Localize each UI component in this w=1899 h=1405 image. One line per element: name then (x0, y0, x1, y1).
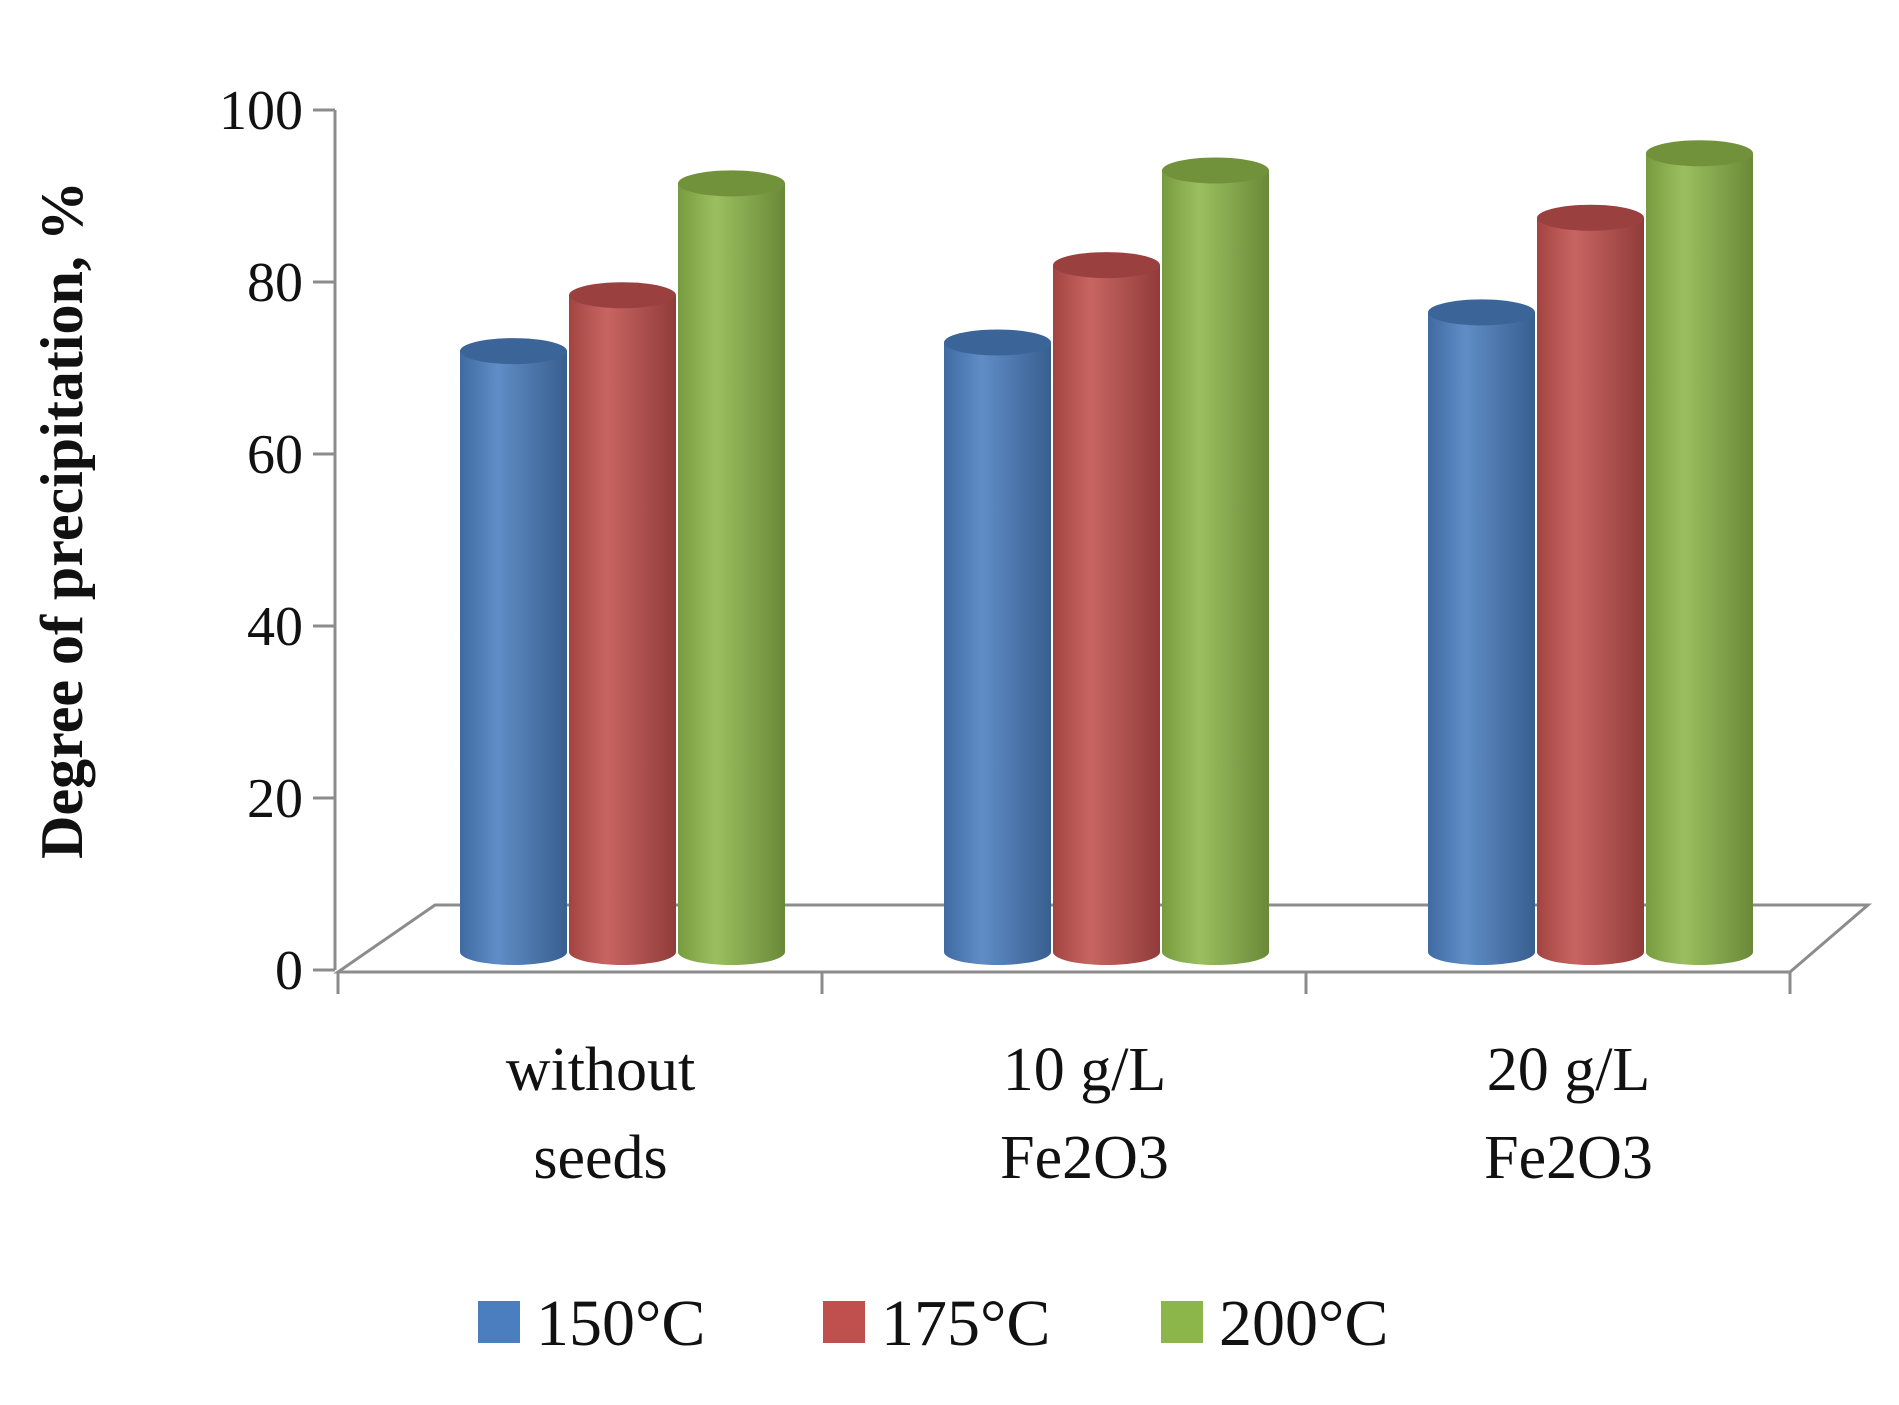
x-category-label: 10 g/L Fe2O3 (1000, 1036, 1169, 1192)
bar (678, 170, 785, 966)
bar-body (1537, 217, 1644, 966)
y-tick-label: 100 (219, 80, 303, 142)
bar (1053, 252, 1160, 966)
bar-cap (1537, 204, 1644, 231)
bar-cap (1162, 157, 1269, 184)
x-category-label: 20 g/L Fe2O3 (1484, 1036, 1653, 1192)
bar (569, 282, 676, 966)
legend: 150°C 175°C 200°C (478, 1287, 1388, 1360)
bar (1646, 140, 1753, 966)
legend-label: 175°C (881, 1287, 1050, 1360)
bar (1428, 299, 1535, 966)
bar-cap (944, 329, 1051, 356)
bar-body (1053, 265, 1160, 966)
bar-body (1646, 153, 1753, 966)
x-category-label: without seeds (506, 1036, 695, 1192)
bar-cap (678, 170, 785, 197)
legend-swatch (478, 1301, 520, 1343)
bar-cap (1428, 299, 1535, 326)
y-tick-label: 20 (247, 768, 303, 830)
bar-body (944, 342, 1051, 966)
bar-cap (1646, 140, 1753, 167)
x-axis (336, 970, 1792, 994)
y-axis-label: Degree of precipitation, % (29, 181, 95, 859)
bar (460, 338, 567, 966)
legend-swatch (1161, 1301, 1203, 1343)
bar (944, 329, 1051, 966)
legend-swatch (823, 1301, 865, 1343)
category-labels: without seeds 10 g/L Fe2O3 20 g/L Fe2O3 (506, 1036, 1653, 1192)
bar-body (678, 183, 785, 966)
bar-body (1162, 170, 1269, 966)
legend-label: 200°C (1219, 1287, 1388, 1360)
bar-cap (569, 282, 676, 309)
y-tick-label: 0 (275, 940, 303, 1002)
y-tick-label: 40 (247, 596, 303, 658)
bar-cap (460, 338, 567, 365)
bar-body (460, 351, 567, 966)
bar (1537, 204, 1644, 966)
y-tick-label: 60 (247, 424, 303, 486)
bars (460, 140, 1753, 966)
bar-cap (1053, 252, 1160, 279)
y-tick-label: 80 (247, 252, 303, 314)
bar (1162, 157, 1269, 966)
legend-label: 150°C (536, 1287, 705, 1360)
bar-body (1428, 312, 1535, 966)
bar-body (569, 295, 676, 966)
y-axis: 0 20 40 60 80 100 (219, 80, 337, 1002)
